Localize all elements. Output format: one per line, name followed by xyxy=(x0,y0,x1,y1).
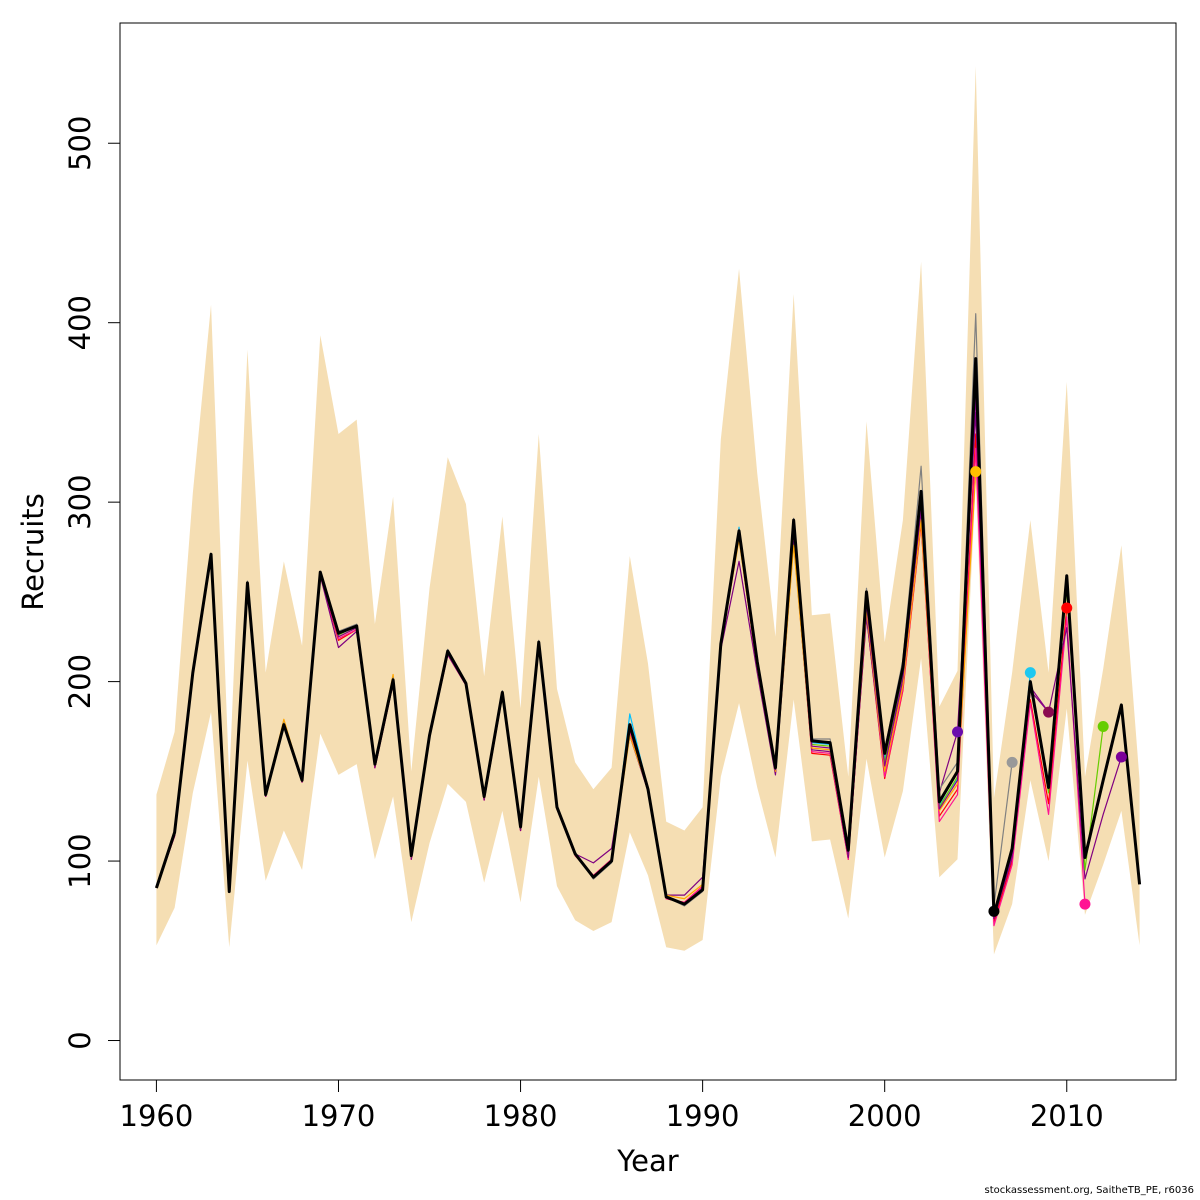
footer-credit: stockassessment.org, SaitheTB_PE, r6036 xyxy=(984,1185,1194,1196)
series-line-0 xyxy=(154,357,1142,917)
endpoint-marker-2013 xyxy=(1115,751,1127,763)
y-tick-label-400: 400 xyxy=(63,295,97,350)
series-lines-layer xyxy=(154,313,1142,927)
y-tick-label-500: 500 xyxy=(63,116,97,171)
endpoint-marker-2005 xyxy=(970,466,982,478)
x-axis-title: Year xyxy=(616,1144,678,1178)
x-tick-label-1960: 1960 xyxy=(120,1099,194,1133)
x-axis: 1960 1970 1980 1990 2000 2010 xyxy=(120,1079,1104,1133)
endpoint-marker-2010 xyxy=(1061,602,1073,614)
endpoint-marker-2008 xyxy=(1024,667,1036,679)
endpoint-marker-2007 xyxy=(1006,756,1018,768)
x-tick-label-1980: 1980 xyxy=(484,1099,558,1133)
endpoint-marker-2012 xyxy=(1097,720,1109,732)
x-tick-label-1970: 1970 xyxy=(302,1099,376,1133)
y-axis: 0 100 200 300 400 500 xyxy=(63,116,121,1050)
y-tick-label-200: 200 xyxy=(63,654,97,709)
y-axis-title: Recruits xyxy=(16,493,50,610)
endpoint-marker-2004 xyxy=(952,726,964,738)
endpoint-marker-2009 xyxy=(1043,706,1055,718)
endpoint-markers-layer xyxy=(952,466,1127,917)
y-tick-label-300: 300 xyxy=(63,474,97,529)
y-tick-label-0: 0 xyxy=(63,1031,97,1049)
x-tick-label-2010: 2010 xyxy=(1030,1099,1104,1133)
plot-frame xyxy=(119,22,1177,1081)
endpoint-marker-2011 xyxy=(1079,898,1091,910)
x-tick-label-2000: 2000 xyxy=(848,1099,922,1133)
y-tick-label-100: 100 xyxy=(63,833,97,888)
endpoint-marker-2006 xyxy=(988,905,1000,917)
x-tick-label-1990: 1990 xyxy=(666,1099,740,1133)
